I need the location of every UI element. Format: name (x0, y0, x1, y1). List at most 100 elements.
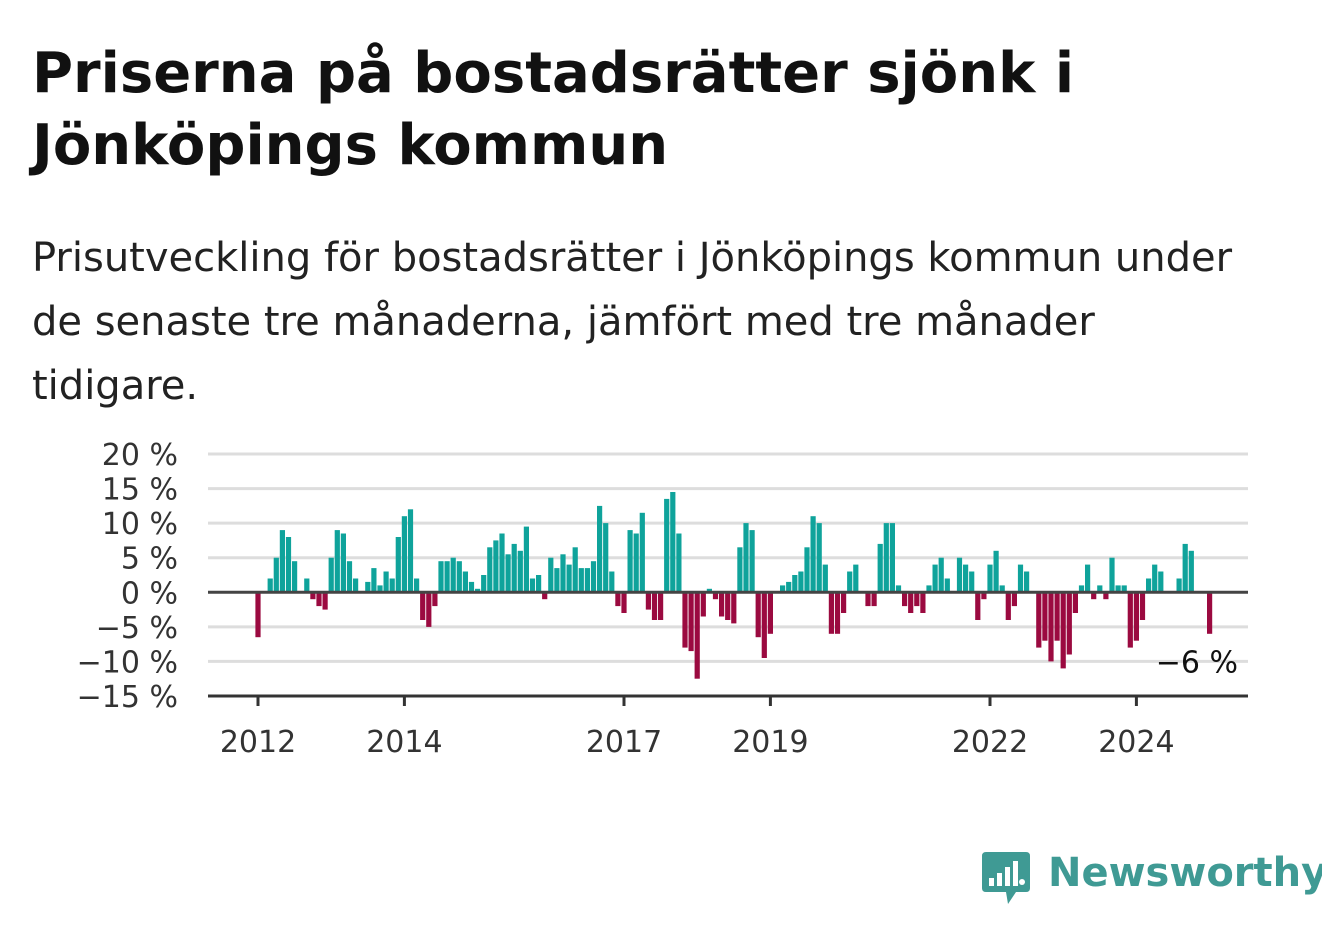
bar (712, 592, 719, 600)
x-axis-labels: 2012 2014 2017 2019 2022 2024 (220, 696, 1175, 760)
bar (761, 592, 767, 658)
bar (743, 523, 749, 593)
bar (920, 592, 926, 613)
y-axis-labels: 20 %15 %10 %5 %0 %−5 %−10 %−15 % (77, 438, 178, 715)
bar (481, 575, 487, 593)
bar (841, 592, 847, 613)
bar (1048, 592, 1054, 662)
bar (389, 578, 395, 593)
brand-name: Newsworthy (1048, 850, 1322, 896)
bar (456, 561, 462, 593)
bar (786, 581, 792, 593)
bar (725, 592, 731, 620)
bar (1024, 571, 1030, 593)
x-tick-label: 2019 (732, 725, 808, 760)
bar (584, 568, 590, 593)
bar (902, 592, 908, 607)
bar (798, 571, 804, 593)
y-tick-label: −10 % (77, 645, 178, 680)
bar (682, 592, 688, 648)
bar (1005, 592, 1011, 620)
newsworthy-logo: Newsworthy (980, 848, 1322, 908)
bar (462, 571, 468, 593)
bar (670, 492, 676, 593)
bar (285, 537, 292, 593)
bar (334, 530, 340, 593)
bar (792, 575, 798, 593)
bar (499, 533, 505, 593)
bar (877, 543, 883, 593)
bar (1060, 592, 1066, 669)
bar (981, 592, 987, 600)
bar (1011, 592, 1017, 607)
bar (1042, 592, 1048, 641)
x-tick-label: 2017 (586, 725, 662, 760)
bar (755, 592, 761, 638)
bar (615, 592, 621, 607)
bar (658, 592, 664, 620)
bar (914, 592, 920, 607)
bar (889, 523, 895, 593)
bar (1188, 550, 1194, 593)
bar (426, 592, 432, 627)
bar (1158, 571, 1164, 593)
bar (340, 533, 346, 593)
bar (688, 592, 694, 652)
bar (767, 592, 773, 634)
bar (621, 592, 627, 613)
bar (1085, 564, 1091, 593)
bar (1103, 592, 1109, 600)
bar (676, 533, 682, 593)
bar (822, 564, 828, 593)
bar (639, 512, 645, 593)
y-tick-label: 0 % (121, 576, 178, 611)
bar (944, 578, 950, 593)
y-tick-label: −15 % (77, 680, 178, 715)
bar (804, 547, 810, 593)
bar (828, 592, 834, 634)
y-tick-label: 5 % (121, 542, 178, 577)
bar (572, 547, 578, 593)
bar (908, 592, 914, 613)
bar (1115, 585, 1121, 593)
bar (273, 557, 279, 593)
bar (444, 561, 450, 593)
bar (975, 592, 981, 620)
bar (865, 592, 871, 607)
bar (450, 557, 456, 593)
bar (542, 592, 548, 600)
bar (1182, 543, 1188, 593)
bar (255, 592, 261, 638)
bar (1066, 592, 1072, 655)
bar (529, 578, 536, 593)
bar (627, 530, 633, 593)
bar (578, 568, 584, 593)
bar (1207, 592, 1213, 634)
bar (938, 557, 944, 593)
x-tick-label: 2024 (1098, 725, 1174, 760)
y-tick-label: 20 % (102, 438, 178, 473)
bar (853, 564, 859, 593)
bar (871, 592, 877, 607)
bar (883, 523, 889, 593)
bar (694, 592, 700, 679)
bar (700, 592, 706, 617)
bar (517, 550, 523, 593)
bar (895, 585, 902, 593)
bar (1091, 592, 1097, 600)
bar (365, 581, 371, 593)
x-tick-label: 2012 (220, 725, 296, 760)
bar (414, 578, 420, 593)
bar (749, 530, 755, 593)
bar (731, 592, 737, 624)
bar (969, 571, 975, 593)
gridlines (208, 452, 1248, 663)
bar (597, 505, 603, 593)
bar (1054, 592, 1060, 641)
bar (603, 523, 609, 593)
bar (1176, 578, 1182, 593)
bar (1152, 564, 1158, 593)
bar (432, 592, 438, 607)
bar (963, 564, 969, 593)
bar (487, 547, 493, 593)
